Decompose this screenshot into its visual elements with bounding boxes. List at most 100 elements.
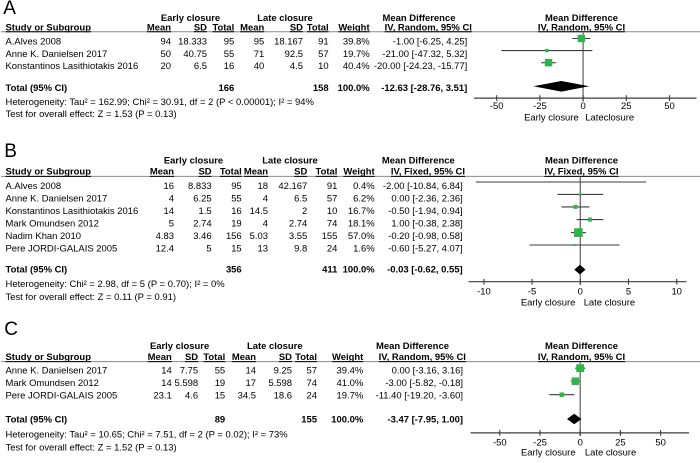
svg-text:-50: -50: [493, 438, 507, 449]
svg-text:Late closure: Late closure: [584, 297, 635, 308]
svg-text:40: 40: [254, 61, 265, 72]
svg-text:4: 4: [169, 193, 174, 204]
svg-text:89: 89: [215, 414, 226, 425]
svg-text:-0.60 [-5.27, 4.07]: -0.60 [-5.27, 4.07]: [388, 243, 463, 254]
svg-text:50: 50: [664, 101, 675, 112]
svg-text:B: B: [4, 141, 17, 162]
svg-text:16: 16: [164, 181, 175, 192]
svg-text:0.00 [-2.36, 2.36]: 0.00 [-2.36, 2.36]: [391, 193, 462, 204]
svg-text:23.1: 23.1: [153, 391, 171, 402]
svg-text:Early closure: Early closure: [521, 448, 576, 459]
svg-text:39.8%: 39.8%: [343, 36, 370, 47]
svg-text:4: 4: [263, 218, 268, 229]
svg-text:155: 155: [322, 231, 338, 242]
svg-text:Mean Difference: Mean Difference: [376, 341, 449, 352]
svg-text:5.598: 5.598: [268, 378, 292, 389]
svg-text:10: 10: [671, 287, 682, 298]
svg-text:34.5: 34.5: [238, 391, 256, 402]
svg-text:Mean: Mean: [147, 23, 171, 34]
svg-text:SD: SD: [279, 352, 292, 363]
svg-text:-5: -5: [528, 287, 536, 298]
svg-text:0: 0: [578, 438, 583, 449]
svg-text:A: A: [3, 0, 16, 19]
svg-text:-11.40 [-19.20, -3.60]: -11.40 [-19.20, -3.60]: [376, 391, 463, 402]
svg-text:SD: SD: [290, 23, 303, 34]
svg-text:9.25: 9.25: [274, 366, 292, 377]
svg-text:Study or Subgroup: Study or Subgroup: [6, 23, 92, 34]
svg-text:4: 4: [263, 193, 268, 204]
svg-text:Late closure: Late closure: [262, 156, 318, 167]
svg-text:Total (95% CI): Total (95% CI): [6, 83, 68, 94]
svg-text:Weight: Weight: [338, 23, 370, 34]
svg-text:5: 5: [169, 218, 174, 229]
svg-text:155: 155: [301, 414, 317, 425]
svg-text:55: 55: [231, 193, 242, 204]
svg-text:55: 55: [224, 49, 235, 60]
svg-text:6.2%: 6.2%: [353, 193, 375, 204]
svg-text:Mean Difference: Mean Difference: [383, 13, 456, 24]
svg-text:Heterogeneity: Chi² = 2.98, df: Heterogeneity: Chi² = 2.98, df = 5 (P = …: [6, 279, 226, 290]
svg-text:100.0%: 100.0%: [338, 83, 371, 94]
svg-text:4.5: 4.5: [290, 61, 303, 72]
svg-text:Late closure: Late closure: [585, 448, 636, 459]
svg-text:100.0%: 100.0%: [343, 264, 376, 275]
svg-text:Mean: Mean: [232, 352, 256, 363]
svg-text:15: 15: [231, 243, 242, 254]
svg-text:Study or Subgroup: Study or Subgroup: [6, 352, 92, 363]
svg-text:Mean: Mean: [148, 352, 172, 363]
svg-text:19.7%: 19.7%: [337, 391, 364, 402]
svg-text:40.4%: 40.4%: [343, 61, 370, 72]
svg-text:Pere JORDI-GALAIS 2005: Pere JORDI-GALAIS 2005: [6, 391, 118, 402]
svg-text:0.00 [-3.16, 3.16]: 0.00 [-3.16, 3.16]: [392, 366, 463, 377]
svg-text:-3.00 [-5.82, -0.18]: -3.00 [-5.82, -0.18]: [385, 378, 463, 389]
svg-text:24: 24: [307, 391, 318, 402]
svg-text:16.7%: 16.7%: [348, 206, 375, 217]
svg-text:50: 50: [161, 49, 172, 60]
svg-text:14: 14: [161, 378, 172, 389]
svg-text:IV, Fixed, 95% CI: IV, Fixed, 95% CI: [544, 167, 618, 178]
svg-text:IV, Random, 95% CI: IV, Random, 95% CI: [379, 352, 466, 363]
svg-text:Weight: Weight: [343, 167, 375, 178]
svg-text:42.167: 42.167: [278, 181, 307, 192]
svg-text:3.55: 3.55: [289, 231, 307, 242]
svg-text:Pere JORDI-GALAIS 2005: Pere JORDI-GALAIS 2005: [6, 243, 118, 254]
svg-text:-2.00 [-10.84, 6.84]: -2.00 [-10.84, 6.84]: [383, 181, 463, 192]
svg-text:0: 0: [578, 287, 583, 298]
svg-text:Total (95% CI): Total (95% CI): [6, 414, 68, 425]
svg-text:6.25: 6.25: [193, 193, 211, 204]
svg-text:13: 13: [258, 243, 269, 254]
svg-text:95: 95: [254, 36, 265, 47]
svg-text:40.75: 40.75: [183, 49, 207, 60]
svg-text:19: 19: [231, 218, 242, 229]
svg-text:Test for overall effect: Z = 0: Test for overall effect: Z = 0.11 (P = 0…: [6, 292, 177, 303]
svg-text:0.4%: 0.4%: [353, 181, 375, 192]
svg-text:-1.00 [-6.25, 4.25]: -1.00 [-6.25, 4.25]: [393, 36, 468, 47]
svg-text:4.6: 4.6: [185, 391, 198, 402]
svg-text:-0.03 [-0.62, 0.55]: -0.03 [-0.62, 0.55]: [387, 264, 463, 275]
svg-text:-21.00 [-47.32, 5.32]: -21.00 [-47.32, 5.32]: [382, 49, 467, 60]
svg-text:57.0%: 57.0%: [348, 231, 375, 242]
svg-text:Early closure: Early closure: [164, 156, 223, 167]
svg-text:4.83: 4.83: [156, 231, 174, 242]
svg-text:19: 19: [215, 378, 226, 389]
svg-text:2.74: 2.74: [289, 218, 307, 229]
svg-text:-10: -10: [477, 287, 491, 298]
svg-text:14: 14: [164, 206, 175, 217]
svg-text:5.03: 5.03: [250, 231, 268, 242]
svg-text:1.00 [-0.38, 2.38]: 1.00 [-0.38, 2.38]: [391, 218, 462, 229]
svg-text:Early closure: Early closure: [524, 113, 579, 124]
svg-text:Weight: Weight: [332, 352, 364, 363]
svg-text:0: 0: [580, 101, 585, 112]
svg-text:Total: Total: [307, 23, 329, 34]
svg-text:5: 5: [626, 287, 631, 298]
svg-text:A.Alves 2008: A.Alves 2008: [6, 181, 62, 192]
svg-text:Mark Omundsen 2012: Mark Omundsen 2012: [6, 218, 99, 229]
svg-text:2: 2: [302, 206, 307, 217]
svg-text:5: 5: [206, 243, 211, 254]
svg-text:SD: SD: [198, 167, 211, 178]
svg-text:-20.00 [-24.23, -15.77]: -20.00 [-24.23, -15.77]: [374, 61, 467, 72]
svg-text:Mean: Mean: [150, 167, 174, 178]
svg-text:Mark Omundsen 2012: Mark Omundsen 2012: [6, 378, 99, 389]
svg-text:17: 17: [246, 378, 257, 389]
svg-text:Test for overall effect: Z = 1: Test for overall effect: Z = 1.53 (P = 0…: [6, 109, 177, 120]
